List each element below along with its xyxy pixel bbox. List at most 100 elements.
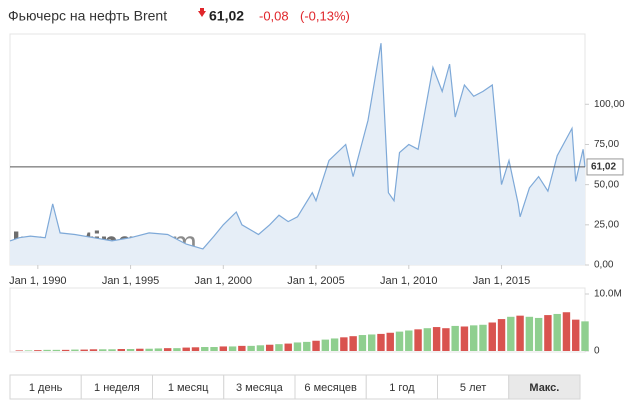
volume-bar	[24, 350, 33, 351]
volume-bar	[80, 349, 88, 351]
volume-bar	[358, 335, 367, 351]
volume-bar	[228, 346, 237, 351]
volume-bar	[497, 319, 506, 351]
volume-bar	[201, 347, 209, 351]
down-arrow	[198, 8, 206, 17]
volume-bar	[516, 315, 524, 351]
volume-bar	[126, 349, 135, 351]
volume-bar	[479, 324, 487, 351]
range-button[interactable]	[80, 374, 153, 400]
volume-bar	[136, 348, 144, 351]
volume-bar	[210, 347, 218, 351]
volume-bar	[507, 316, 515, 351]
volume-bar	[275, 344, 283, 351]
volume-bar	[145, 348, 153, 351]
change: -0,08	[259, 8, 289, 23]
volume-bar	[470, 325, 478, 351]
volume-bar	[256, 345, 265, 351]
volume-bar	[405, 330, 413, 351]
y-tick-label: 0,00	[594, 260, 614, 271]
volume-bar	[525, 316, 534, 351]
range-button[interactable]	[223, 374, 296, 400]
price: 61,02	[209, 8, 244, 24]
y-tick-label: 10.0M	[594, 289, 622, 300]
range-button[interactable]	[508, 374, 581, 400]
volume-bar	[71, 349, 79, 351]
volume-bar	[117, 349, 125, 351]
volume-bar	[340, 337, 348, 351]
x-tick-label: Jan 1, 2015	[473, 275, 531, 287]
range-buttons: 1 день 1 неделя 1 месяц 3 месяца 6 месяцев 1 …	[9, 374, 581, 400]
volume-bar	[154, 348, 163, 351]
volume-bar	[173, 348, 181, 351]
volume-bar	[303, 341, 311, 351]
volume-bar	[534, 317, 543, 351]
volume-bar	[52, 349, 61, 351]
volume-frame	[9, 287, 586, 353]
x-tick-label: Jan 1, 1995	[102, 275, 160, 287]
x-tick-label: Jan 1, 2005	[287, 275, 345, 287]
volume-bar	[432, 327, 441, 351]
volume-bar	[349, 336, 357, 351]
volume-bar	[321, 339, 330, 351]
volume-bar	[43, 349, 51, 351]
volume-bar	[442, 328, 450, 351]
x-tick-label: Jan 1, 2000	[195, 275, 253, 287]
range-button[interactable]	[294, 374, 367, 400]
volume-bar	[312, 340, 320, 351]
range-button-label[interactable]: 1 неделя	[94, 382, 140, 394]
volume-bar	[572, 319, 580, 351]
volume-bar	[423, 328, 432, 351]
range-button-label[interactable]: 1 месяц	[168, 382, 209, 394]
volume-bar	[108, 349, 116, 351]
range-button[interactable]	[365, 374, 438, 400]
volume-bar	[460, 326, 469, 351]
volume-bar	[330, 338, 339, 351]
range-button-label[interactable]: 6 месяцев	[304, 382, 357, 394]
range-button-label[interactable]: 3 месяца	[236, 382, 284, 394]
y-tick-label: 75,00	[594, 139, 619, 150]
volume-bar	[293, 342, 302, 351]
volume-bar	[219, 346, 228, 351]
range-button-label[interactable]: 1 год	[389, 382, 415, 394]
y-tick-label: 50,00	[594, 179, 619, 190]
volume-bar	[451, 325, 459, 351]
volume-bar	[553, 313, 561, 351]
x-tick-label: Jan 1, 2010	[380, 275, 438, 287]
volume-bar	[238, 345, 246, 351]
volume-bar	[581, 321, 589, 351]
volume-bar	[562, 312, 571, 351]
title: Фьючерс на нефть Brent	[8, 8, 167, 24]
volume-bar	[34, 350, 42, 351]
last-price-label: 61,02	[591, 162, 616, 173]
y-tick-label: 0	[594, 346, 600, 357]
last-price-box	[586, 158, 624, 176]
volume-bar	[544, 315, 552, 351]
change-percent: (-0,13%)	[300, 8, 350, 23]
range-button[interactable]	[152, 374, 225, 400]
volume-bar	[247, 345, 255, 351]
volume-bar	[163, 348, 172, 351]
volume-bar	[15, 350, 23, 351]
range-button-label[interactable]: 1 день	[29, 382, 63, 394]
range-button-label[interactable]: Макс.	[529, 382, 559, 394]
y-tick-label: 100,00	[594, 99, 625, 110]
price-line	[9, 43, 586, 250]
volume-bar	[89, 349, 98, 351]
volume-bar	[265, 344, 274, 351]
volume-bar	[386, 332, 394, 351]
y-tick-label: 25,00	[594, 219, 619, 230]
volume-bar	[488, 322, 496, 351]
price-area	[10, 43, 585, 266]
x-tick-label: Jan 1, 1990	[9, 275, 67, 287]
volume-bar	[191, 347, 200, 351]
volume-bar	[99, 349, 107, 351]
volume-bar	[377, 333, 385, 351]
volume-bar	[61, 349, 70, 351]
volume-bar	[395, 331, 404, 351]
range-button[interactable]	[437, 374, 510, 400]
volume-bar	[284, 343, 292, 351]
range-button-label[interactable]: 5 лет	[460, 382, 486, 394]
